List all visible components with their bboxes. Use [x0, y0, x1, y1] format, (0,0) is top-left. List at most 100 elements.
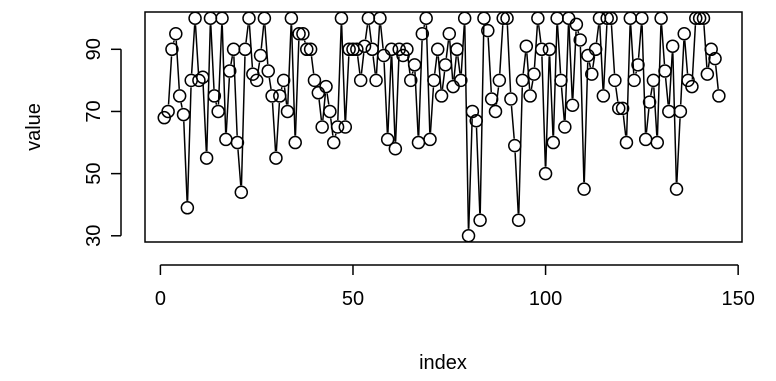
series-segment [368, 25, 373, 43]
data-point [273, 89, 287, 103]
data-point [276, 73, 291, 88]
data-point [573, 33, 587, 47]
data-point [211, 104, 225, 119]
data-point [280, 104, 295, 119]
data-point [615, 101, 630, 116]
data-point [315, 120, 329, 134]
data-point [477, 11, 491, 25]
series-segment [202, 84, 208, 152]
series-segment [487, 37, 493, 93]
series-segment [629, 25, 635, 74]
series-segment [183, 121, 188, 201]
data-point [600, 11, 614, 25]
data-point [623, 11, 638, 25]
series-segment [230, 56, 234, 65]
series-segment [453, 56, 458, 80]
data-point [611, 101, 626, 116]
series-segment [344, 56, 350, 121]
data-point [350, 42, 364, 57]
data-point [288, 135, 302, 150]
data-point [400, 42, 414, 57]
series-segment [167, 56, 173, 105]
data-point [330, 120, 345, 134]
series-segment [340, 25, 346, 121]
series-segment [510, 105, 515, 139]
x-tick-label: 50 [342, 288, 364, 310]
series-segment [417, 40, 423, 136]
series-segment [664, 77, 669, 105]
data-point [585, 67, 599, 81]
series-segment [672, 53, 678, 183]
data-point [519, 39, 534, 53]
x-tick-label: 150 [721, 288, 754, 310]
data-point [334, 11, 349, 25]
series-segment [210, 25, 215, 89]
series-segment [326, 93, 330, 105]
data-point [692, 11, 707, 25]
data-point [646, 73, 661, 88]
data-point [215, 11, 229, 25]
data-point [457, 11, 472, 25]
data-point [188, 11, 202, 25]
data-point [161, 104, 175, 119]
data-point [511, 213, 526, 227]
data-point [284, 11, 299, 25]
y-axis: 30 50 70 90 [83, 38, 122, 247]
series-segment [225, 78, 231, 133]
data-point [662, 104, 676, 119]
data-point [481, 23, 495, 38]
data-point [319, 79, 333, 94]
data-point [307, 73, 322, 88]
series-segment [622, 115, 627, 136]
series-segment [237, 149, 242, 186]
data-point [492, 73, 507, 88]
data-point [434, 89, 449, 103]
data-point [369, 73, 383, 88]
data-point [234, 185, 249, 200]
data-point [404, 73, 418, 88]
series-segment [240, 56, 246, 186]
data-point [665, 39, 680, 53]
data-point [415, 27, 430, 41]
data-point [411, 135, 426, 150]
series-segment [337, 25, 342, 121]
series-segment [180, 102, 183, 108]
data-point [249, 73, 264, 88]
data-point [180, 201, 195, 215]
x-axis: 0 50 100 150 [155, 264, 755, 310]
series-segment [372, 56, 376, 74]
data-point [669, 182, 684, 196]
data-point [527, 67, 541, 81]
series-segment [449, 40, 454, 80]
series-segment [429, 87, 435, 133]
series-segment [318, 99, 323, 121]
series-segment [186, 87, 192, 201]
series-segment [530, 80, 534, 90]
data-point [677, 27, 691, 41]
series-segment [715, 65, 719, 90]
data-point [296, 27, 310, 41]
data-point [504, 92, 518, 106]
data-point [269, 151, 283, 165]
y-tick-label: 50 [83, 162, 105, 184]
data-point [230, 135, 245, 150]
data-point [203, 11, 218, 25]
series-segment [175, 40, 180, 89]
series-segment [383, 62, 389, 133]
data-point [365, 42, 379, 57]
y-tick-label: 70 [83, 100, 105, 122]
data-point [219, 132, 233, 147]
series-segment [579, 46, 585, 183]
data-point [569, 17, 584, 32]
data-point [635, 11, 649, 25]
data-point [546, 135, 561, 150]
series-segment [364, 25, 369, 40]
series-segment [645, 109, 650, 133]
series-segment [287, 25, 292, 105]
data-point [704, 42, 718, 57]
data-point [685, 79, 699, 94]
series-segment [437, 56, 442, 90]
y-axis-label: value [23, 103, 45, 151]
data-point [565, 98, 580, 112]
